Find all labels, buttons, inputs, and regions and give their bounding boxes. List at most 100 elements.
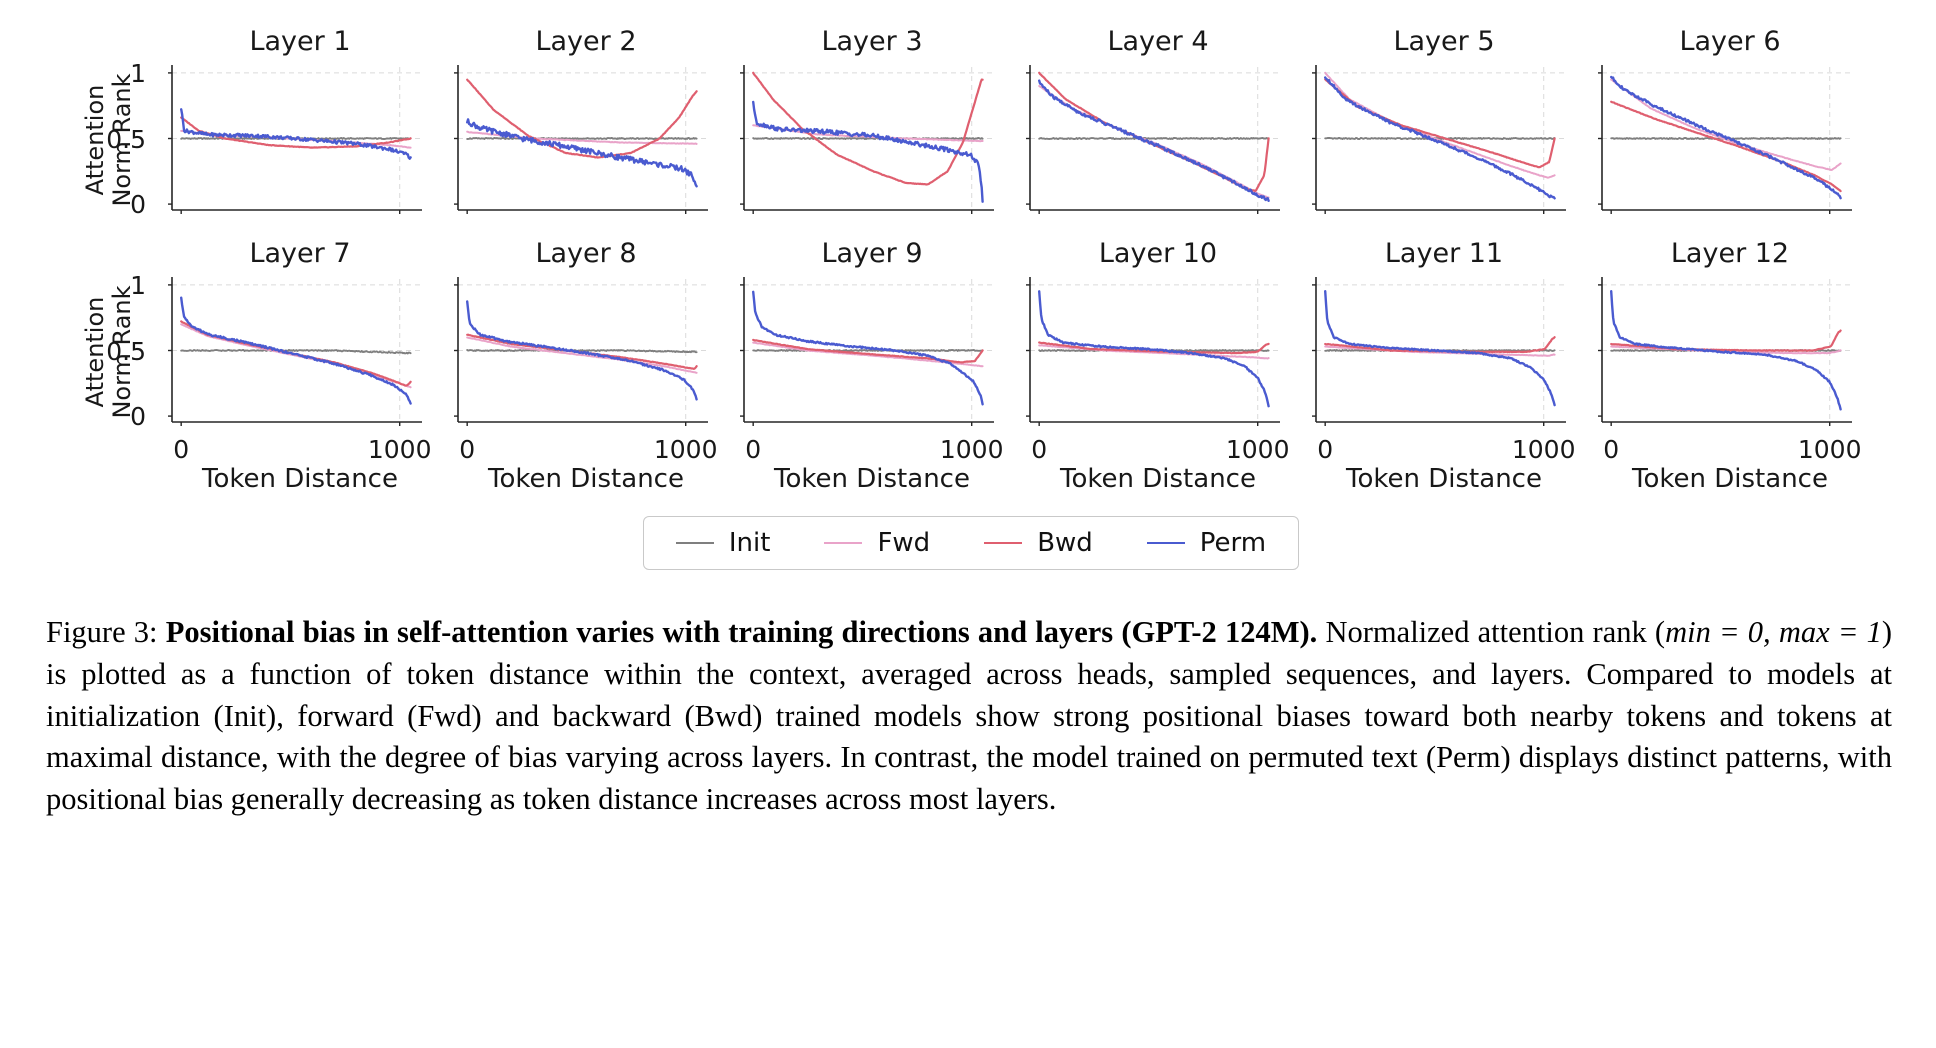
data-lines (466, 78, 698, 188)
axes-spines (1029, 65, 1280, 211)
line-perm (1038, 79, 1270, 202)
plots-grid: Attention Norm Rank 0 0.5 1 Layer 1 Layer 2 Lay… (74, 26, 1896, 498)
tick-marks (1026, 72, 1259, 214)
plot-canvas (454, 65, 708, 214)
line-bwd (1610, 329, 1842, 352)
line-perm (752, 100, 984, 203)
x-axis-label: Token Distance (1632, 464, 1828, 494)
axes-spines (1315, 65, 1566, 211)
x-tick-label: 1000 (653, 435, 718, 464)
legend-label: Perm (1199, 528, 1267, 558)
y-tick-label: 0 (130, 190, 146, 220)
plot-canvas (1312, 277, 1566, 426)
subplot-layer-6: Layer 6 (1594, 26, 1866, 220)
subplot-title: Layer 1 (249, 26, 351, 57)
axes-spines (1601, 277, 1852, 423)
x-tick-label: 0 (459, 435, 476, 464)
x-tick-label: 0 (1031, 435, 1048, 464)
tick-marks (1312, 72, 1545, 214)
x-tick-label: 0 (1317, 435, 1334, 464)
plot-canvas (1598, 65, 1852, 214)
subplot-layer-11: Layer 11 0 1000 Token Distance (1308, 238, 1580, 498)
line-init (466, 137, 698, 140)
legend-label: Bwd (1037, 528, 1093, 558)
line-bwd (180, 116, 412, 149)
tick-marks (1312, 284, 1545, 426)
tick-marks (168, 284, 401, 426)
x-axis-label: Token Distance (774, 464, 970, 494)
tick-marks (454, 284, 687, 426)
data-lines (180, 296, 412, 405)
subplot-title: Layer 11 (1384, 238, 1504, 269)
x-tick-labels: 0 1000 (1022, 432, 1294, 464)
figure-3: Attention Norm Rank 0 0.5 1 Layer 1 Layer 2 Lay… (46, 26, 1896, 821)
line-init (180, 349, 412, 355)
line-bwd (1038, 71, 1270, 192)
legend-item-init: Init (675, 528, 770, 558)
data-lines (1610, 75, 1842, 200)
data-lines (180, 108, 412, 160)
subplot-layer-3: Layer 3 (736, 26, 1008, 220)
line-perm (1324, 76, 1556, 200)
data-lines (752, 290, 984, 406)
caption-body-1: Normalized attention rank ( (1325, 615, 1666, 649)
y-tick-label: 0 (130, 402, 146, 432)
x-tick-label: 1000 (1797, 435, 1862, 464)
axes-spines (457, 65, 708, 211)
x-tick-label: 1000 (1225, 435, 1290, 464)
axes-spines (1315, 277, 1566, 423)
tick-marks (1026, 284, 1259, 426)
caption-bold: Positional bias in self-attention varies… (165, 615, 1318, 649)
line-bwd (752, 71, 984, 186)
subplot-title: Layer 9 (821, 238, 923, 269)
figure-caption: Figure 3: Positional bias in self-attent… (46, 612, 1892, 821)
y-tick-label: 1 (130, 270, 146, 300)
subplot-title: Layer 3 (821, 26, 923, 57)
y-axis-gutter: Attention Norm Rank 0 0.5 1 (74, 26, 150, 220)
line-perm (1324, 290, 1556, 407)
line-perm (752, 290, 984, 406)
plot-canvas (168, 277, 422, 426)
axes-spines (1029, 277, 1280, 423)
tick-marks (740, 284, 973, 426)
line-perm (466, 118, 698, 188)
subplot-title: Layer 7 (249, 238, 351, 269)
caption-label: Figure 3: (46, 615, 158, 649)
subplot-title: Layer 2 (535, 26, 637, 57)
subplot-layer-4: Layer 4 (1022, 26, 1294, 220)
axes-spines (743, 65, 994, 211)
line-perm (1610, 75, 1842, 200)
x-tick-label: 1000 (367, 435, 432, 464)
legend-item-fwd: Fwd (824, 528, 930, 558)
y-axis-label-line: Attention (81, 84, 109, 196)
x-axis-label: Token Distance (1060, 464, 1256, 494)
line-perm (466, 300, 698, 401)
line-init (752, 137, 984, 140)
caption-math: min = 0, max = 1 (1665, 615, 1882, 649)
plot-canvas (1026, 65, 1280, 214)
x-axis-label: Token Distance (1346, 464, 1542, 494)
axes-spines (457, 277, 708, 423)
line-init (752, 349, 984, 352)
x-tick-label: 1000 (1511, 435, 1576, 464)
tick-marks (1598, 72, 1831, 214)
x-tick-labels: 0 1000 (164, 432, 436, 464)
legend: Init Fwd Bwd Perm (642, 516, 1300, 570)
x-tick-label: 0 (173, 435, 190, 464)
plot-canvas (740, 277, 994, 426)
subplot-title: Layer 5 (1393, 26, 1495, 57)
legend-row: Init Fwd Bwd Perm (46, 516, 1896, 570)
axes-spines (171, 277, 422, 423)
data-lines (1038, 71, 1270, 202)
data-lines (1038, 290, 1270, 408)
bwd-line-swatch (984, 542, 1023, 544)
subplot-title: Layer 6 (1679, 26, 1781, 57)
line-fwd (1610, 78, 1842, 171)
line-fwd (1324, 71, 1556, 179)
legend-item-bwd: Bwd (984, 528, 1093, 558)
plot-canvas (1026, 277, 1280, 426)
plot-canvas (454, 277, 708, 426)
line-perm (180, 296, 412, 405)
subplot-title: Layer 4 (1107, 26, 1209, 57)
subplot-title: Layer 8 (535, 238, 637, 269)
